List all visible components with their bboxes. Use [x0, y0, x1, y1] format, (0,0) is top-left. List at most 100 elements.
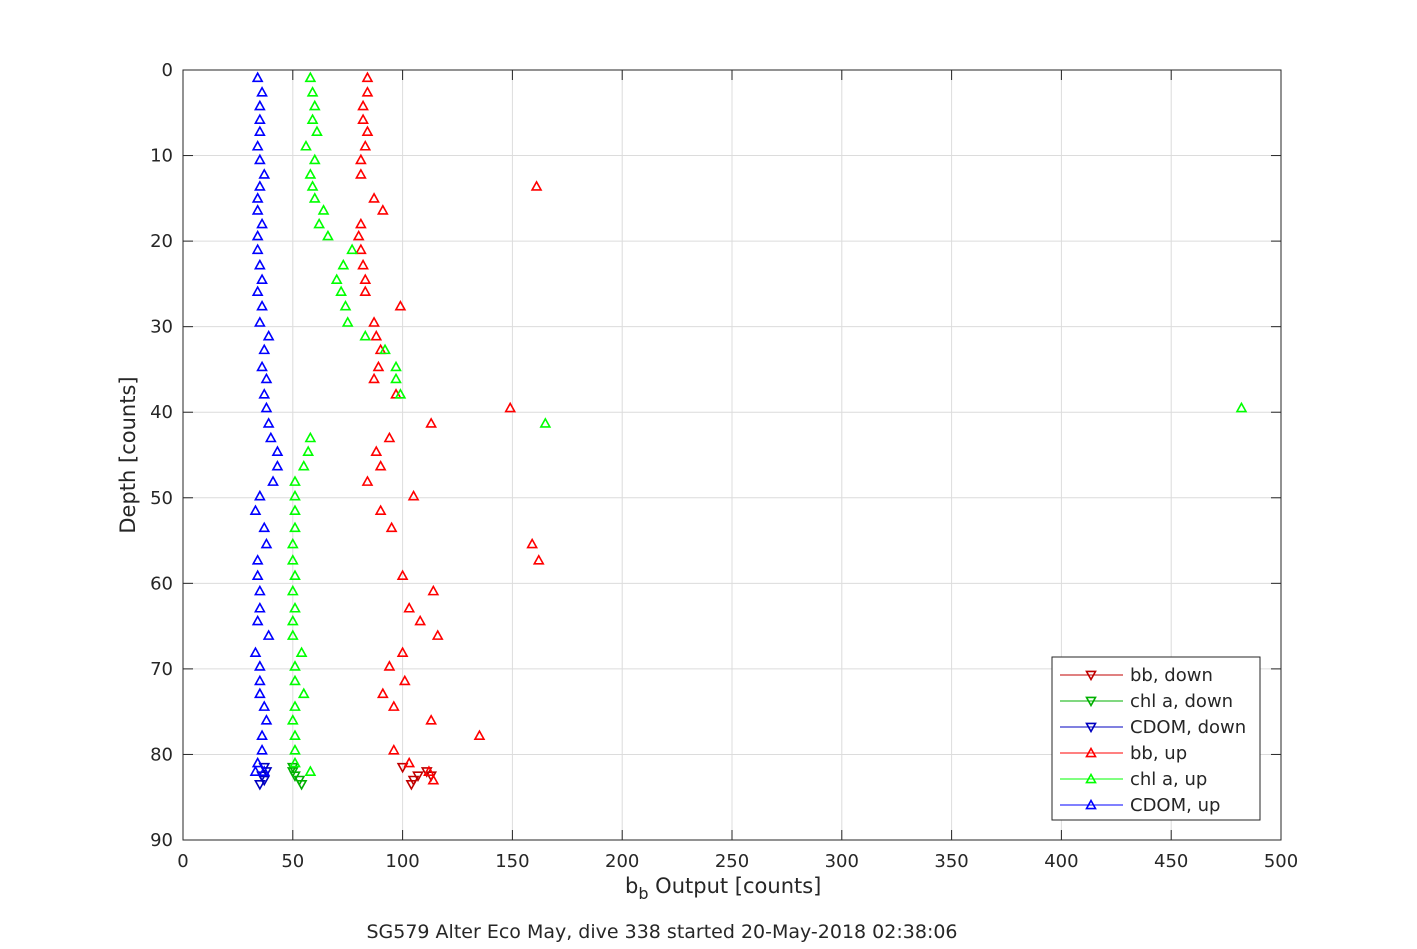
point-bb-up	[374, 459, 387, 471]
point-cdom-up	[254, 316, 266, 327]
point-bb-up	[504, 401, 517, 413]
legend-label: CDOM, up	[1130, 795, 1220, 816]
point-cdom-up	[254, 601, 266, 613]
point-cdom-up	[260, 372, 273, 384]
point-chl-a-up	[1235, 401, 1248, 413]
point-chl-a-down	[295, 779, 308, 791]
x-tick-label: 300	[825, 851, 859, 872]
point-cdom-up	[256, 217, 268, 229]
point-bb-down	[412, 771, 424, 782]
point-chl-a-up	[304, 765, 317, 776]
point-bb-up	[394, 299, 407, 311]
point-chl-a-up	[289, 475, 301, 486]
point-cdom-up	[258, 765, 271, 776]
legend[interactable]: bb, down chl a, down CDOM, down bb, up chl a…	[1051, 656, 1261, 821]
point-cdom-up	[254, 153, 266, 165]
x-tick-label: 250	[715, 851, 749, 872]
point-chl-a-up	[306, 180, 319, 191]
legend-label: chl a, up	[1130, 769, 1207, 790]
point-cdom-up	[256, 744, 268, 755]
point-chl-a-down	[286, 767, 299, 778]
point-bb-up	[352, 229, 365, 241]
point-chl-a-up	[304, 431, 317, 443]
y-tick-label: 40	[150, 402, 173, 423]
point-chl-a-up	[308, 192, 321, 203]
point-bb-up	[374, 504, 387, 516]
point-bb-up	[357, 99, 369, 111]
point-chl-a-up	[302, 445, 315, 456]
point-bb-up	[423, 765, 435, 776]
point-cdom-up	[256, 299, 268, 311]
point-chl-a-up	[306, 113, 319, 125]
point-bb-up	[376, 204, 389, 215]
point-chl-a-up	[289, 674, 301, 686]
x-tick-label: 500	[1264, 851, 1298, 872]
point-chl-a-up	[286, 537, 299, 549]
point-bb-up	[368, 316, 380, 327]
point-cdom-up	[258, 700, 271, 711]
point-cdom-up	[249, 646, 262, 658]
point-bb-down	[405, 779, 418, 791]
point-cdom-up	[258, 168, 271, 179]
legend-item[interactable]: CDOM, up	[1060, 795, 1220, 816]
point-bb-up	[387, 744, 400, 755]
point-cdom-up	[254, 113, 266, 125]
x-tick-label: 150	[495, 851, 529, 872]
point-chl-a-up	[394, 388, 407, 399]
point-bb-up	[359, 285, 372, 296]
x-axis-label: bb Output [counts]	[625, 874, 821, 903]
point-chl-a-up	[289, 744, 301, 755]
point-bb-up	[361, 475, 374, 486]
y-tick-label: 10	[150, 146, 173, 167]
point-cdom-up	[254, 99, 266, 111]
point-cdom-up	[254, 584, 266, 596]
point-bb-up	[403, 601, 416, 613]
point-bb-up	[383, 660, 396, 671]
point-bb-up	[359, 139, 372, 151]
point-cdom-up	[251, 229, 264, 241]
point-bb-up	[425, 714, 438, 725]
point-chl-a-up	[339, 299, 352, 311]
point-bb-up	[396, 569, 409, 581]
point-cdom-up	[256, 273, 268, 285]
point-chl-a-up	[306, 86, 319, 97]
point-cdom-up	[251, 243, 264, 255]
point-cdom-up	[271, 445, 284, 456]
point-bb-up	[368, 372, 380, 384]
point-cdom-up	[249, 504, 262, 516]
y-tick-label: 70	[150, 659, 173, 680]
point-chl-a-up	[289, 756, 301, 768]
point-bb-up	[387, 700, 400, 711]
ticks: 0 50 100 150 200 250 300 350 400 450 500 0 10 20 30 40 5…	[150, 60, 1298, 872]
point-bb-up	[403, 756, 416, 768]
point-bb-up	[355, 243, 367, 255]
y-tick-label: 60	[150, 573, 173, 594]
point-cdom-up	[249, 765, 262, 776]
point-cdom-up	[264, 431, 277, 443]
point-bb-up	[425, 417, 438, 428]
legend-item[interactable]: bb, down	[1060, 665, 1213, 686]
legend-item[interactable]: chl a, up	[1060, 769, 1207, 790]
point-chl-a-up	[297, 687, 310, 699]
point-bb-up	[427, 773, 440, 785]
point-cdom-up	[271, 459, 284, 471]
point-chl-a-up	[289, 569, 301, 581]
point-cdom-down	[254, 779, 266, 791]
legend-label: chl a, down	[1130, 691, 1233, 712]
point-chl-a-up	[337, 258, 350, 270]
point-chl-a-up	[308, 153, 321, 165]
point-chl-a-up	[313, 217, 326, 229]
x-axis-label-rest: Output [counts]	[649, 874, 822, 898]
legend-item[interactable]: CDOM, down	[1060, 717, 1246, 738]
point-bb-up	[361, 71, 374, 83]
point-cdom-up	[256, 360, 268, 372]
point-chl-a-up	[311, 125, 323, 136]
point-chl-a-up	[322, 229, 334, 241]
point-chl-a-up	[359, 329, 372, 341]
legend-item[interactable]: chl a, down	[1060, 691, 1233, 712]
point-cdom-up	[251, 569, 264, 581]
point-chl-a-up	[289, 700, 301, 711]
legend-item[interactable]: bb, up	[1060, 743, 1187, 764]
point-bb-up	[372, 360, 385, 372]
